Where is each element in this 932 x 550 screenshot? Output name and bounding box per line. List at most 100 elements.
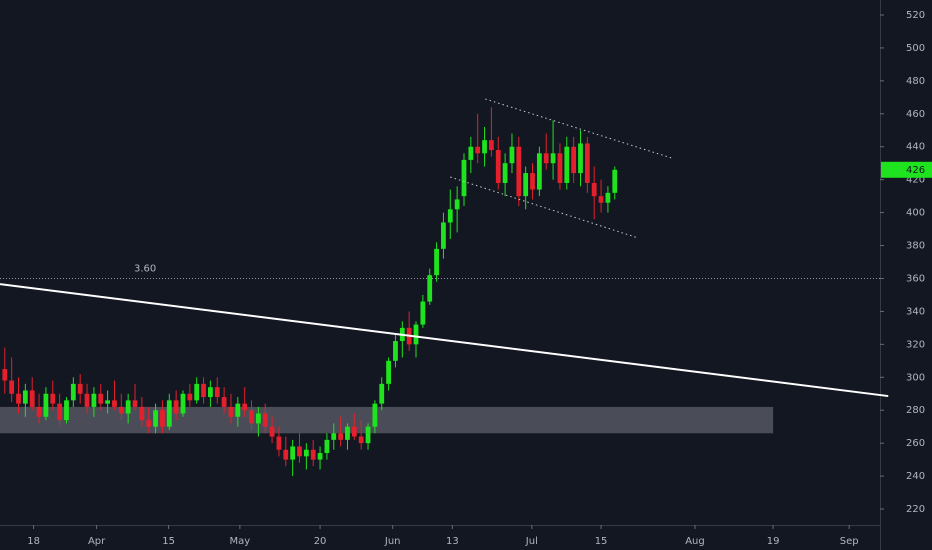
candle-body (303, 449, 309, 457)
candle-body (372, 403, 378, 427)
candle-body (139, 406, 145, 421)
x-tick-label: 20 (314, 536, 327, 547)
candle-body (84, 393, 90, 407)
candle-body (358, 436, 364, 444)
candle-body (283, 449, 289, 460)
candle-body (221, 397, 227, 407)
candle-body (502, 163, 508, 183)
x-tick-label: 15 (595, 536, 608, 547)
candle-body (489, 140, 494, 151)
level-label: 3.60 (134, 263, 156, 274)
candle-body (571, 146, 577, 174)
candle-body (495, 150, 501, 183)
y-tick-label: 440 (906, 142, 925, 153)
x-tick-label: May (230, 536, 251, 547)
candle-body (482, 140, 487, 154)
candle-body (310, 449, 316, 460)
candle-body (201, 383, 206, 398)
candle-body (475, 146, 481, 154)
candle-body (297, 446, 302, 457)
candle-body (290, 446, 296, 460)
candle-body (36, 406, 42, 417)
candle-body (454, 199, 460, 210)
candle-body (324, 439, 330, 454)
y-tick-label: 380 (906, 241, 925, 252)
y-tick-label: 340 (906, 306, 925, 317)
x-tick-label: Jun (384, 536, 401, 547)
y-tick-label: 320 (906, 339, 925, 350)
candle-body (22, 390, 28, 404)
candle-body (153, 410, 158, 427)
candle-body (386, 360, 391, 384)
candle-body (612, 169, 618, 193)
trend-line (0, 283, 889, 398)
candle-body (578, 143, 583, 174)
y-tick-label: 500 (906, 43, 925, 54)
support-zone (0, 406, 774, 434)
candle-body (242, 403, 248, 411)
candle-body (434, 248, 439, 276)
candle-body (351, 426, 357, 437)
candle-body (70, 383, 76, 401)
y-tick-label: 280 (906, 405, 925, 416)
x-tick-label: Apr (88, 536, 106, 547)
candle-body (276, 436, 282, 450)
candle-body (166, 400, 172, 427)
candle-body (249, 410, 254, 424)
candle-body (413, 324, 419, 345)
x-tick-label: Aug (685, 536, 705, 547)
candle-body (557, 153, 563, 183)
candle-body (228, 406, 234, 417)
y-tick-label: 400 (906, 208, 925, 219)
candle-body (441, 222, 446, 249)
y-tick-label: 460 (906, 109, 925, 120)
y-tick-label: 300 (906, 372, 925, 383)
x-tick-label: 13 (446, 536, 459, 547)
y-tick-label: 220 (906, 504, 925, 515)
candle-body (50, 393, 56, 404)
candle-body (118, 406, 124, 414)
candle-body (420, 301, 426, 325)
candle-body (194, 383, 200, 401)
trend-line (450, 176, 637, 238)
candle-body (523, 173, 529, 197)
candle-body (338, 433, 344, 440)
candle-body (2, 369, 8, 381)
y-tick-label: 360 (906, 273, 925, 284)
candle-body (208, 387, 213, 398)
price-tag (881, 161, 932, 178)
x-tick-label: Sep (840, 536, 859, 547)
candle-body (269, 426, 275, 437)
candle-body (468, 146, 474, 160)
candle-body (509, 146, 515, 164)
candle-body (393, 341, 398, 361)
y-tick-label: 520 (906, 10, 925, 21)
price-tag-label: 426 (906, 165, 925, 176)
candle-body (91, 393, 97, 407)
y-tick-label: 240 (906, 471, 925, 482)
candle-body (598, 196, 604, 203)
candle-body (262, 413, 268, 427)
candle-body (112, 400, 117, 407)
candle-body (427, 275, 433, 302)
candle-body (331, 433, 337, 440)
trend-line (485, 98, 673, 159)
candle-body (447, 209, 453, 223)
candle-body (146, 420, 152, 427)
y-tick-label: 480 (906, 76, 925, 87)
x-tick-label: 19 (767, 536, 780, 547)
candle-body (605, 192, 611, 203)
candle-body (584, 143, 590, 183)
candle-body (516, 146, 522, 197)
candle-body (564, 146, 570, 183)
x-tick-label: 18 (27, 536, 40, 547)
candle-body (180, 393, 186, 414)
candle-body (64, 400, 69, 421)
candle-body (591, 182, 597, 197)
candle-body (125, 400, 131, 414)
candle-body (57, 403, 63, 421)
candle-body (235, 403, 241, 417)
x-tick-label: Jul (525, 536, 538, 547)
